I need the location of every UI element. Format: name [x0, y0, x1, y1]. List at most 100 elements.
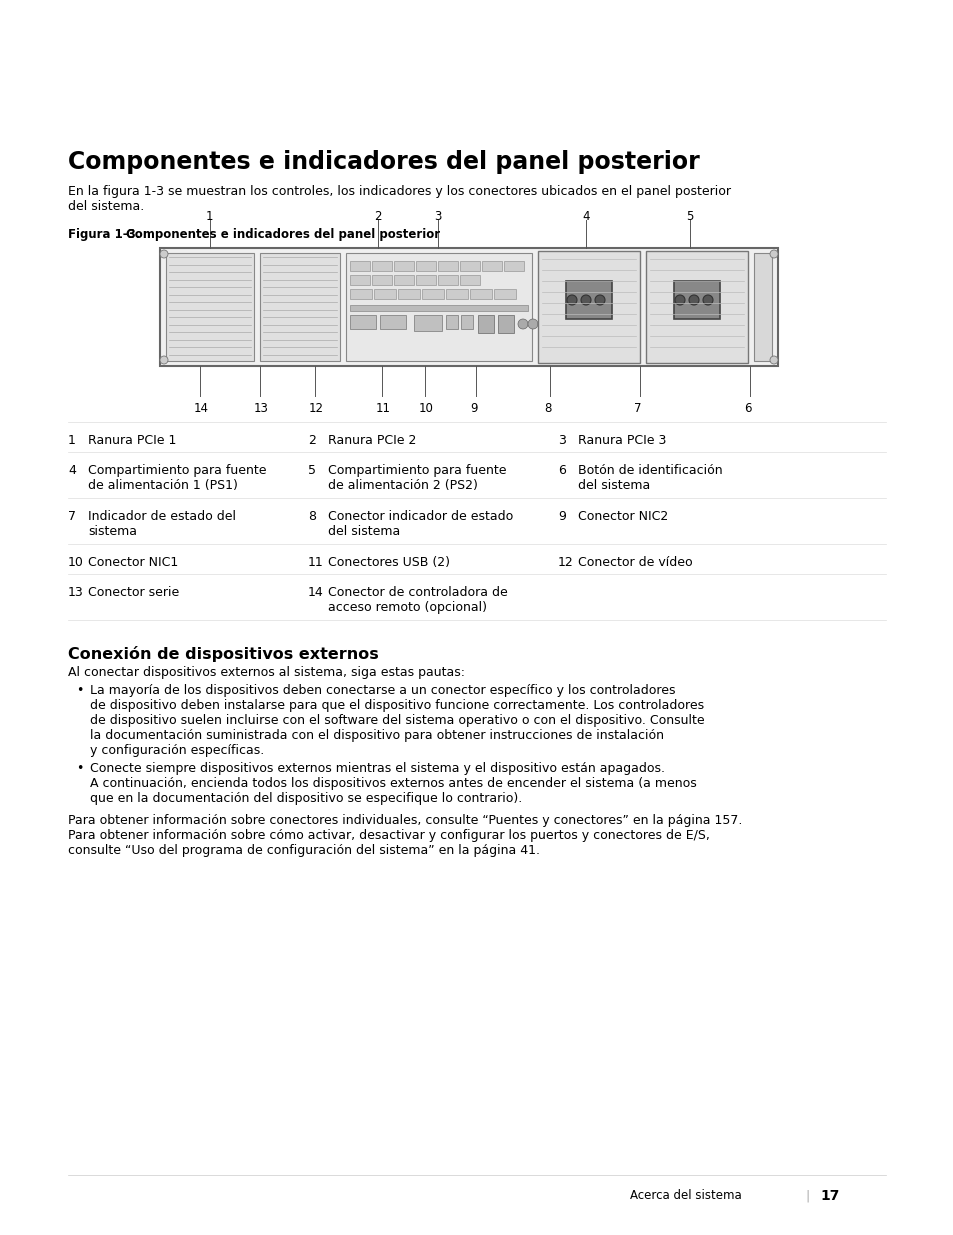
Bar [379, 315, 406, 329]
Text: 6: 6 [558, 464, 565, 477]
Bar [397, 289, 419, 299]
Bar [372, 275, 392, 285]
Text: 4: 4 [581, 210, 589, 224]
Circle shape [517, 319, 527, 329]
Bar [459, 261, 479, 270]
Bar [503, 261, 523, 270]
Bar [673, 282, 720, 319]
Text: 3: 3 [434, 210, 441, 224]
Text: Conecte siempre dispositivos externos mientras el sistema y el dispositivo están: Conecte siempre dispositivos externos mi… [90, 762, 696, 805]
Circle shape [769, 249, 778, 258]
Bar [481, 261, 501, 270]
Bar [421, 289, 443, 299]
Text: Conector de controladora de
acceso remoto (opcional): Conector de controladora de acceso remot… [328, 585, 507, 614]
Text: Compartimiento para fuente
de alimentación 2 (PS2): Compartimiento para fuente de alimentaci… [328, 464, 506, 492]
Text: Indicador de estado del
sistema: Indicador de estado del sistema [88, 510, 235, 538]
Text: Ranura PCIe 2: Ranura PCIe 2 [328, 433, 416, 447]
Text: 9: 9 [470, 403, 477, 415]
Circle shape [702, 295, 712, 305]
Text: La mayoría de los dispositivos deben conectarse a un conector específico y los c: La mayoría de los dispositivos deben con… [90, 684, 704, 757]
Text: 7: 7 [634, 403, 640, 415]
Bar [414, 315, 441, 331]
Bar [346, 253, 532, 361]
Bar [459, 275, 479, 285]
Bar [416, 275, 436, 285]
Text: Componentes e indicadores del panel posterior: Componentes e indicadores del panel post… [68, 149, 699, 174]
Bar [394, 261, 414, 270]
Bar [437, 275, 457, 285]
Text: 9: 9 [558, 510, 565, 522]
Text: 2: 2 [308, 433, 315, 447]
Text: Al conectar dispositivos externos al sistema, siga estas pautas:: Al conectar dispositivos externos al sis… [68, 666, 464, 679]
Text: •: • [76, 684, 83, 697]
Text: Conexión de dispositivos externos: Conexión de dispositivos externos [68, 646, 378, 662]
Text: 14: 14 [308, 585, 323, 599]
Text: 1: 1 [206, 210, 213, 224]
Text: En la figura 1-3 se muestran los controles, los indicadores y los conectores ubi: En la figura 1-3 se muestran los control… [68, 185, 730, 212]
Text: Compartimiento para fuente
de alimentación 1 (PS1): Compartimiento para fuente de alimentaci… [88, 464, 266, 492]
Text: •: • [76, 762, 83, 776]
Bar [350, 289, 372, 299]
Text: Conectores USB (2): Conectores USB (2) [328, 556, 450, 569]
Text: 10: 10 [68, 556, 84, 569]
Bar [753, 253, 771, 361]
Text: Botón de identificación
del sistema: Botón de identificación del sistema [578, 464, 721, 492]
Bar [494, 289, 516, 299]
Text: Figura 1-3.: Figura 1-3. [68, 228, 140, 241]
Text: Conector serie: Conector serie [88, 585, 179, 599]
Bar [497, 315, 514, 333]
Circle shape [688, 295, 699, 305]
Text: 14: 14 [193, 403, 209, 415]
Text: 11: 11 [308, 556, 323, 569]
Text: 17: 17 [820, 1189, 839, 1203]
Text: 5: 5 [685, 210, 693, 224]
Bar [350, 261, 370, 270]
Bar [460, 315, 473, 329]
Bar [446, 289, 468, 299]
Text: Conector NIC1: Conector NIC1 [88, 556, 178, 569]
Text: Componentes e indicadores del panel posterior: Componentes e indicadores del panel post… [126, 228, 439, 241]
Bar [374, 289, 395, 299]
Bar [394, 275, 414, 285]
Circle shape [160, 249, 168, 258]
Bar [350, 275, 370, 285]
Bar [260, 253, 339, 361]
Circle shape [566, 295, 577, 305]
Bar [350, 305, 527, 311]
Text: 5: 5 [308, 464, 315, 477]
Text: 3: 3 [558, 433, 565, 447]
Bar [645, 251, 747, 363]
Text: Acerca del sistema: Acerca del sistema [629, 1189, 741, 1202]
Text: 2: 2 [374, 210, 381, 224]
Circle shape [769, 356, 778, 364]
Text: |: | [805, 1189, 809, 1202]
Text: 8: 8 [543, 403, 551, 415]
Bar [372, 261, 392, 270]
Bar [416, 261, 436, 270]
Text: 10: 10 [418, 403, 434, 415]
Text: Ranura PCIe 1: Ranura PCIe 1 [88, 433, 176, 447]
Text: Conector de vídeo: Conector de vídeo [578, 556, 692, 569]
Bar [350, 315, 375, 329]
Text: 11: 11 [375, 403, 391, 415]
Circle shape [160, 356, 168, 364]
Text: 6: 6 [743, 403, 751, 415]
Bar [537, 251, 639, 363]
Bar [470, 289, 492, 299]
Text: Para obtener información sobre conectores individuales, consulte “Puentes y cone: Para obtener información sobre conectore… [68, 814, 741, 857]
Text: 13: 13 [68, 585, 84, 599]
Bar [166, 253, 253, 361]
Bar [160, 248, 778, 366]
Text: 1: 1 [68, 433, 76, 447]
Bar [437, 261, 457, 270]
Text: Conector NIC2: Conector NIC2 [578, 510, 667, 522]
Text: 4: 4 [68, 464, 76, 477]
Text: 13: 13 [253, 403, 269, 415]
Circle shape [580, 295, 590, 305]
Bar [446, 315, 457, 329]
Text: 8: 8 [308, 510, 315, 522]
Text: 12: 12 [309, 403, 324, 415]
Text: Conector indicador de estado
del sistema: Conector indicador de estado del sistema [328, 510, 513, 538]
Circle shape [537, 319, 547, 329]
Circle shape [595, 295, 604, 305]
